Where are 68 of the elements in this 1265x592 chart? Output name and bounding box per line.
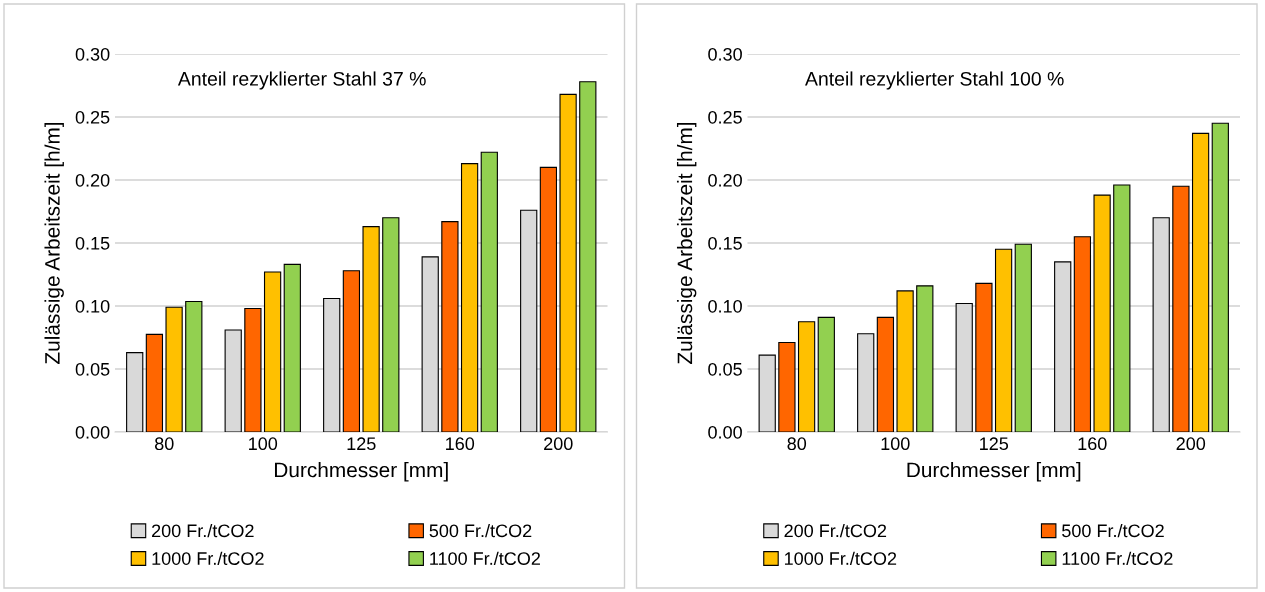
legend-label: 500 Fr./tCO2 [1062,523,1164,538]
x-tick-label: 80 [154,437,174,451]
bar [362,226,380,432]
bar [559,93,577,432]
bar [145,333,164,432]
y-tick-label: 0.10 [708,299,742,313]
y-tick-label: 0.25 [75,110,110,124]
bar [797,321,816,432]
bar [896,290,914,432]
bar [975,282,993,432]
x-axis-title: Durchmesser [mm] [907,462,1081,482]
bar [382,217,400,432]
bar [460,163,479,432]
text: Anteil rezyklierter Stahl 37 % [177,71,426,90]
y-axis-title: Zulässige Arbeitszeit [h/m] [44,122,64,364]
bar [817,316,835,432]
bar [165,306,183,432]
bar [1211,122,1229,432]
bar [916,285,934,432]
y-tick-label: 0.05 [75,362,110,376]
y-tick-label: 0.25 [708,110,742,124]
x-tick-label: 200 [544,437,573,451]
y-tick-label: 0.05 [708,362,742,376]
bar [876,316,895,432]
x-tick-label: 100 [881,437,910,451]
y-tick-label: 0.00 [708,425,742,439]
y-tick-label: 0.00 [75,425,110,439]
x-tick-label: 80 [787,437,807,451]
legend-label: 200 Fr./tCO2 [784,523,887,538]
x-tick-label: 125 [980,437,1009,451]
bar [539,166,558,432]
y-tick-label: 0.10 [75,299,110,313]
y-tick-label: 0.30 [75,47,110,61]
bar [1093,194,1111,432]
bar [1113,184,1131,432]
legend-label: 1000 Fr./tCO2 [152,551,264,565]
bar [263,271,282,432]
bar [1073,236,1092,432]
bar [778,341,796,432]
x-tick-label: 160 [1078,437,1107,451]
bar [1172,185,1190,432]
x-tick-label: 160 [446,437,475,451]
legend-label: 1000 Fr./tCO2 [784,551,897,565]
bar [441,221,459,432]
bar [579,81,597,432]
legend-label: 200 Fr./tCO2 [152,523,254,538]
bar [244,307,262,432]
bar [994,248,1013,432]
y-axis-title: Zulässige Arbeitszeit [h/m] [676,122,697,364]
y-tick-label: 0.15 [708,236,742,250]
bar [185,300,203,432]
legend-label: 1100 Fr./tCO2 [1062,551,1173,565]
bar [342,270,361,432]
bar [1191,132,1210,432]
bar [480,151,498,432]
x-tick-label: 100 [249,437,278,451]
y-tick-label: 0.15 [75,236,110,250]
x-axis-title: Durchmesser [mm] [274,462,448,482]
bar [1014,243,1032,432]
x-tick-label: 200 [1176,437,1206,451]
x-tick-label: 125 [347,437,376,451]
legend-label: 1100 Fr./tCO2 [430,551,540,565]
bar [283,263,301,432]
y-tick-label: 0.20 [75,173,110,187]
y-tick-label: 0.20 [708,173,742,187]
text: Anteil rezyklierter Stahl 100 % [805,71,1064,90]
y-tick-label: 0.30 [708,47,742,61]
legend-label: 500 Fr./tCO2 [429,523,532,538]
